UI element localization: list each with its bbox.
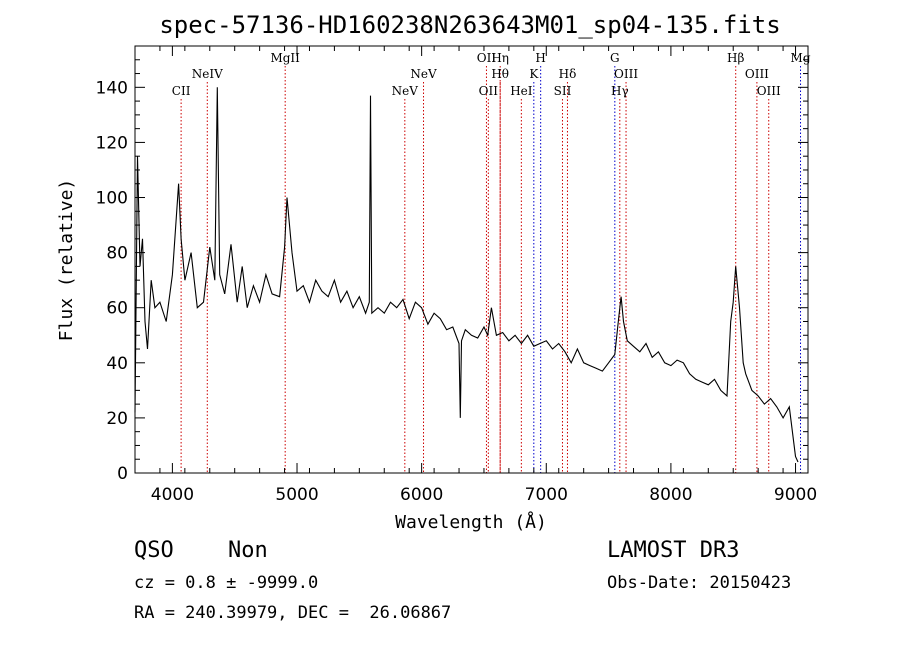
x-tick-label-2: 6000 — [400, 485, 443, 505]
spectrum-line — [134, 87, 799, 463]
y-tick-label-3: 60 — [106, 299, 128, 319]
line-label-17: Hβ — [727, 51, 744, 65]
line-label-2: MgII — [270, 51, 300, 65]
x-tick-label-4: 8000 — [649, 485, 692, 505]
line-label-15: OIII — [614, 67, 638, 81]
line-label-3: NeV — [392, 84, 419, 98]
line-label-7: Hη — [491, 51, 509, 65]
x-tick-label-5: 9000 — [774, 485, 817, 505]
y-tick-label-1: 20 — [106, 409, 128, 429]
y-tick-label-2: 40 — [106, 354, 128, 374]
line-label-12: Hδ — [559, 67, 577, 81]
x-tick-label-0: 4000 — [151, 485, 194, 505]
object-subclass: Non — [228, 538, 268, 563]
y-tick-label-4: 80 — [106, 244, 128, 264]
ra-dec: RA = 240.39979, DEC = 26.06867 — [134, 603, 452, 623]
y-axis-label: Flux (relative) — [56, 179, 77, 342]
line-label-19: OIII — [757, 84, 781, 98]
x-tick-label-3: 7000 — [525, 485, 568, 505]
line-label-4: NeV — [410, 67, 437, 81]
line-label-1: NeIV — [192, 67, 223, 81]
line-label-9: HeI — [510, 84, 533, 98]
line-label-0: CII — [172, 84, 191, 98]
plot-frame — [134, 45, 809, 474]
object-class: QSO — [134, 538, 174, 563]
line-label-10: H — [535, 51, 545, 65]
line-label-16: Hγ — [611, 84, 629, 98]
x-axis-ticks: 4000 5000 6000 7000 8000 9000 — [134, 46, 817, 505]
chart-title: spec-57136-HD160238N263643M01_sp04-135.f… — [159, 11, 780, 39]
y-axis-ticks: 0 20 40 60 80 100 120 140 — [96, 59, 808, 484]
x-tick-label-1: 5000 — [275, 485, 318, 505]
line-label-11: K — [529, 67, 539, 81]
redshift-cz: cz = 0.8 ± -9999.0 — [134, 573, 319, 593]
line-label-5: OII — [477, 51, 497, 65]
x-axis-label: Wavelength (Å) — [395, 511, 547, 533]
survey-name: LAMOST DR3 — [607, 538, 740, 563]
line-label-18: OIII — [745, 67, 769, 81]
line-label-8: Hθ — [491, 67, 509, 81]
y-tick-label-0: 0 — [117, 464, 128, 484]
y-tick-label-6: 120 — [96, 133, 128, 153]
observation-date: Obs-Date: 20150423 — [607, 573, 792, 593]
line-label-13: SII — [554, 84, 572, 98]
y-tick-label-7: 140 — [96, 78, 128, 98]
line-label-14: G — [610, 51, 620, 65]
line-label-6: OII — [479, 84, 499, 98]
y-tick-label-5: 100 — [96, 189, 128, 209]
